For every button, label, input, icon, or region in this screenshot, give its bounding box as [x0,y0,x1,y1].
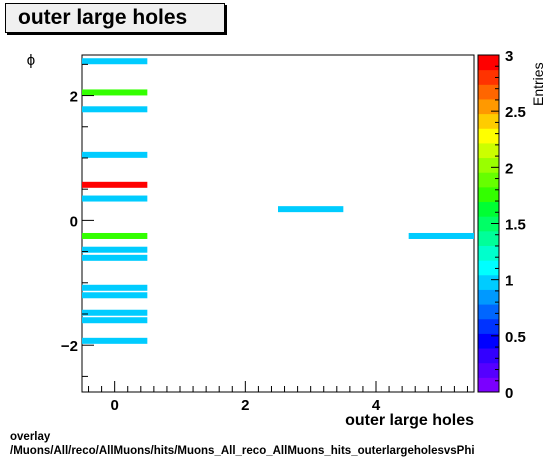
color-scale-segment [478,201,499,217]
z-tick-label: 3 [505,48,513,65]
heatmap-bin [408,232,474,239]
z-tick-label: 0.5 [505,329,526,346]
heatmap-bins [82,58,474,344]
plot-frame [81,54,475,393]
heatmap-bin [82,195,148,202]
x-tick-label: 2 [241,397,249,414]
heatmap-bin [82,337,148,344]
color-scale-segment [478,84,499,100]
x-axis-label: outer large holes [345,412,474,429]
color-scale-segment [478,245,499,261]
x-axis: 0 2 4 [88,381,468,414]
color-scale-segment [478,333,499,349]
heatmap-bin [82,292,148,299]
color-scale-segment [478,98,499,115]
heatmap-bin [82,232,148,239]
z-tick-label: 2.5 [505,104,526,121]
color-scale: 0 0.5 1 1.5 2 2.5 3 [477,48,526,402]
footer-path: overlay /Muons/All/reco/AllMuons/hits/Mu… [10,430,475,458]
color-scale-segment [478,348,499,364]
y-axis: −2 0 2 [61,63,94,377]
heatmap-bin [82,309,148,316]
heatmap-bin [82,89,148,96]
color-scale-segment [478,113,499,129]
heatmap-bin [82,58,148,65]
y-tick-label: −2 [61,338,78,355]
color-scale-segment [478,289,499,305]
color-scale-segment [478,69,499,85]
color-scale-segment [478,304,499,320]
color-scale-segment [478,142,499,159]
color-scale-segment [478,186,499,203]
color-scale-segment [478,377,499,393]
color-scale-segment [478,128,499,144]
x-tick-label: 4 [372,397,381,414]
color-scale-segment [478,216,499,232]
chart-title: outer large holes [18,6,188,29]
x-tick-label: 0 [110,397,118,414]
title-box: outer large holes [5,3,225,33]
y-tick-label: 2 [70,89,78,106]
color-scale-segment [478,318,499,334]
heatmap-bin [278,206,344,213]
color-scale-segment [478,172,499,188]
color-scale-segment [478,230,499,246]
heatmap-bin [82,106,148,113]
heatmap-bin [82,254,148,261]
z-tick-label: 1.5 [505,217,526,234]
footer-line-1: overlay [10,431,51,443]
color-scale-segment [478,260,499,276]
color-scale-segment [478,157,499,173]
heatmap-bin [82,151,148,158]
color-scale-segment [478,55,499,71]
z-tick-label: 0 [505,385,513,402]
z-tick-label: 1 [505,273,513,290]
z-tick-label: 2 [505,160,513,177]
footer-line-2: /Muons/All/reco/AllMuons/hits/Muons_All_… [10,445,475,457]
heatmap-bin [82,317,148,324]
heatmap-bin [82,181,148,188]
z-axis-label: Entries [530,62,546,106]
heatmap-bin [82,246,148,253]
color-scale-segment [478,362,499,378]
y-axis-label: ϕ [27,52,35,69]
color-scale-segment [478,274,499,290]
heatmap-bin [82,284,148,291]
y-tick-label: 0 [70,213,78,230]
